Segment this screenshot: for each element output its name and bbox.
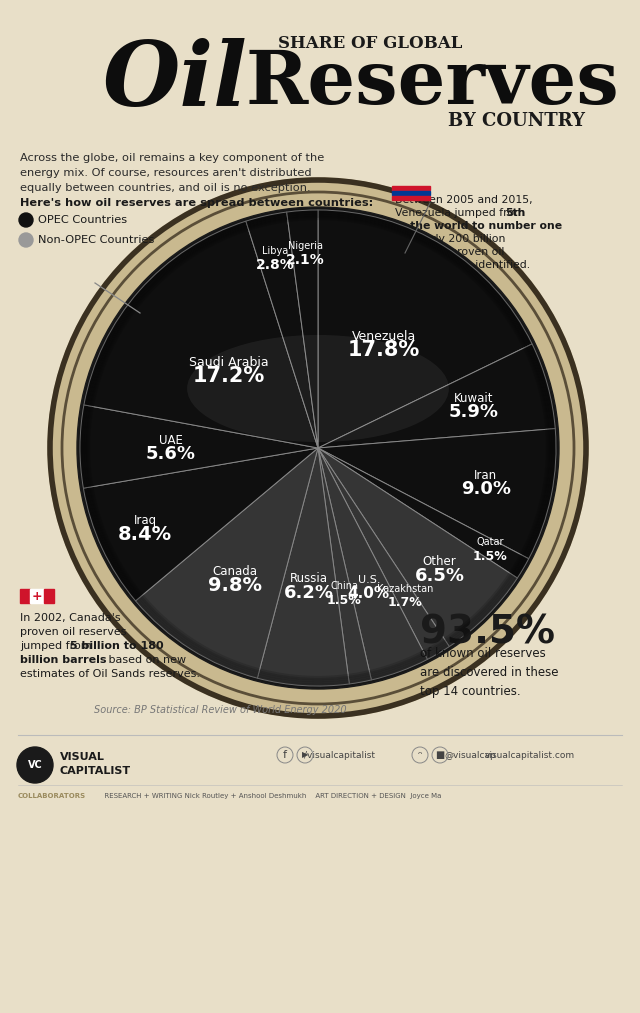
- Text: Libya: Libya: [262, 245, 289, 255]
- Wedge shape: [83, 448, 318, 601]
- Text: /visualcapitalist: /visualcapitalist: [305, 751, 376, 760]
- Text: Oil: Oil: [102, 37, 248, 125]
- Text: VC: VC: [28, 760, 42, 770]
- Wedge shape: [136, 448, 318, 678]
- Wedge shape: [318, 448, 428, 680]
- Text: Here's how oil reserves are spread between countries:: Here's how oil reserves are spread betwe…: [20, 198, 373, 208]
- Text: COLLABORATORS: COLLABORATORS: [18, 793, 86, 799]
- Text: ᵔ: ᵔ: [418, 750, 422, 760]
- Text: @visualcap: @visualcap: [444, 751, 496, 760]
- Bar: [20, 589, 30, 603]
- Text: Canada: Canada: [212, 565, 258, 578]
- Text: Iran: Iran: [474, 469, 497, 482]
- Text: based on new: based on new: [105, 655, 186, 665]
- Text: 8.4%: 8.4%: [118, 526, 172, 544]
- Text: 17.2%: 17.2%: [193, 367, 265, 386]
- Text: proven oil reserves: proven oil reserves: [20, 627, 127, 637]
- Text: 2.8%: 2.8%: [256, 257, 295, 271]
- Text: 5.9%: 5.9%: [449, 403, 499, 421]
- Bar: [392, 196, 430, 200]
- Text: 9.0%: 9.0%: [461, 480, 511, 498]
- Text: as nearly 200 billion: as nearly 200 billion: [395, 234, 506, 244]
- Wedge shape: [84, 221, 318, 448]
- Text: VISUAL: VISUAL: [60, 752, 105, 762]
- Text: Reserves: Reserves: [245, 47, 619, 120]
- Wedge shape: [318, 448, 371, 684]
- Text: f: f: [283, 750, 287, 760]
- Text: ■: ■: [435, 750, 445, 760]
- Wedge shape: [318, 428, 556, 559]
- Wedge shape: [318, 448, 449, 659]
- Text: 4.0%: 4.0%: [348, 586, 390, 601]
- Circle shape: [77, 207, 559, 689]
- Text: Qatar: Qatar: [477, 537, 504, 547]
- Text: 93.5%: 93.5%: [420, 613, 555, 651]
- Text: of known oil reserves
are discovered in these
top 14 countries.: of known oil reserves are discovered in …: [420, 647, 559, 698]
- Text: OPEC Countries: OPEC Countries: [38, 215, 127, 225]
- Text: Russia: Russia: [291, 572, 328, 586]
- Text: 9.8%: 9.8%: [208, 576, 262, 595]
- Text: Other: Other: [422, 555, 456, 568]
- Text: reserves were identified.: reserves were identified.: [395, 260, 530, 270]
- Circle shape: [19, 213, 33, 227]
- Text: 1.5%: 1.5%: [327, 594, 362, 607]
- Bar: [30, 589, 44, 603]
- Bar: [392, 190, 430, 194]
- Text: 5.6%: 5.6%: [145, 445, 195, 463]
- Bar: [392, 185, 430, 190]
- Text: U.S.: U.S.: [358, 574, 380, 585]
- Circle shape: [19, 233, 33, 247]
- Text: Venezuela: Venezuela: [351, 329, 416, 342]
- Wedge shape: [318, 210, 532, 448]
- Wedge shape: [257, 448, 349, 686]
- Text: UAE: UAE: [159, 434, 182, 447]
- Wedge shape: [318, 448, 529, 578]
- Bar: [44, 589, 54, 603]
- Text: China: China: [330, 581, 358, 592]
- Text: billion barrels: billion barrels: [20, 655, 106, 665]
- Text: Saudi Arabia: Saudi Arabia: [189, 356, 269, 369]
- Text: Across the globe, oil remains a key component of the
energy mix. Of course, reso: Across the globe, oil remains a key comp…: [20, 153, 324, 192]
- Text: in the world to number one: in the world to number one: [395, 221, 562, 231]
- Text: In 2002, Canada's: In 2002, Canada's: [20, 613, 120, 623]
- Text: Kazakhstan: Kazakhstan: [376, 583, 433, 594]
- Text: Iraq: Iraq: [134, 515, 157, 528]
- Text: 1.5%: 1.5%: [473, 550, 508, 563]
- Text: BY COUNTRY: BY COUNTRY: [447, 112, 584, 130]
- Text: 6.2%: 6.2%: [284, 583, 334, 602]
- Text: Venezuela jumped from: Venezuela jumped from: [395, 208, 528, 218]
- Circle shape: [17, 747, 53, 783]
- Text: barrels of proven oil: barrels of proven oil: [395, 247, 504, 257]
- Text: visualcapitalist.com: visualcapitalist.com: [485, 751, 575, 760]
- Text: Nigeria: Nigeria: [287, 241, 323, 251]
- Text: Between 2005 and 2015,: Between 2005 and 2015,: [395, 194, 532, 205]
- Text: 5 billion to 180: 5 billion to 180: [70, 641, 164, 651]
- Wedge shape: [318, 344, 556, 448]
- Text: Non-OPEC Countries: Non-OPEC Countries: [38, 235, 154, 245]
- Text: ▶: ▶: [301, 751, 308, 760]
- Circle shape: [48, 178, 588, 718]
- Text: +: +: [32, 590, 42, 603]
- Text: 2.1%: 2.1%: [285, 253, 324, 267]
- Text: SHARE OF GLOBAL: SHARE OF GLOBAL: [278, 34, 462, 52]
- Text: Kuwait: Kuwait: [454, 392, 494, 405]
- Text: 17.8%: 17.8%: [348, 340, 420, 360]
- Text: RESEARCH + WRITING Nick Routley + Anshool Deshmukh    ART DIRECTION + DESIGN  Jo: RESEARCH + WRITING Nick Routley + Anshoo…: [100, 793, 442, 799]
- Wedge shape: [246, 212, 318, 448]
- Wedge shape: [80, 405, 318, 488]
- Ellipse shape: [187, 335, 449, 442]
- Text: 6.5%: 6.5%: [415, 567, 465, 585]
- Text: estimates of Oil Sands reserves.: estimates of Oil Sands reserves.: [20, 669, 200, 679]
- Wedge shape: [287, 210, 318, 448]
- Text: 5th: 5th: [505, 208, 525, 218]
- Text: jumped from: jumped from: [20, 641, 95, 651]
- Text: CAPITALIST: CAPITALIST: [60, 766, 131, 776]
- Text: 1.7%: 1.7%: [387, 597, 422, 609]
- Wedge shape: [318, 448, 517, 646]
- Text: Source: BP Statistical Review of World Energy 2020: Source: BP Statistical Review of World E…: [93, 705, 346, 715]
